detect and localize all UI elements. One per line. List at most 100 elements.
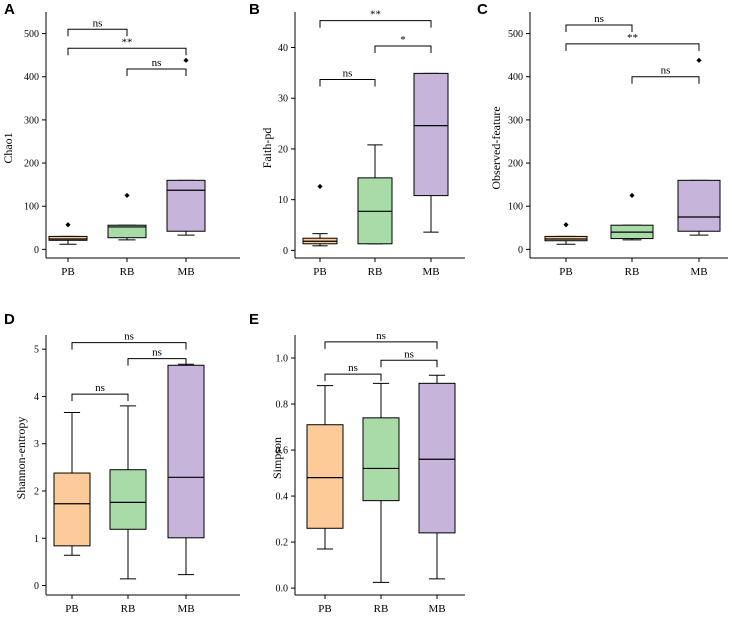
y-tick-label-c: 500 [508,29,523,40]
ylabel-d: Shannon-entropy [14,417,28,500]
x-tick-label-b-pb: PB [313,266,326,278]
sig-label-e: ns [404,348,414,360]
x-tick-label-e-pb: PB [318,603,331,615]
sig-label-d: ns [95,382,105,394]
sig-bracket-e [324,373,382,382]
y-tick-label-b: 10 [278,195,288,206]
outlier-point [696,57,702,63]
sig-bracket-e [324,341,438,349]
y-tick-label-c: 0 [518,245,523,256]
sig-bracket-b [319,78,376,87]
sig-bracket-a [67,47,187,56]
y-tick-label-c: 100 [508,202,523,213]
ylabel-a: Chao1 [1,132,15,163]
ylabel-e: Simpson [270,437,284,479]
y-tick-label-c: 200 [508,159,523,170]
x-tick-label-a-rb: RB [120,266,135,278]
sig-bracket-a [67,28,128,37]
y-tick-label-e: 0.4 [276,492,289,503]
sig-bracket-d [71,393,129,402]
sig-bracket-d [71,342,187,350]
sig-bracket-b [319,20,432,28]
y-tick-label-a: 400 [24,72,39,83]
box-b-pb [302,183,338,247]
panel-d: D Shannon-entropy [4,311,28,499]
y-tick-label-e: 1.0 [276,354,289,365]
box-b-rb [357,144,393,245]
y-tick-label-d: 0 [34,581,39,592]
box-e-pb [306,385,344,550]
y-tick-label-a: 0 [34,245,39,256]
y-tick-label-e: 0.8 [276,400,289,411]
box-c-pb [544,222,588,245]
y-tick-label-d: 5 [34,345,39,356]
y-tick-label-e: 0.2 [276,538,289,549]
outlier-point [317,183,323,190]
sig-label-e: ns [376,330,386,342]
y-tick-label-d: 4 [34,392,39,403]
box-iqr [109,469,147,530]
box-c-rb [610,192,654,241]
sig-bracket-c [565,43,700,51]
sig-bracket-d [127,358,187,366]
plot-a: 0 100 200 300 400 500 PB RB MB ns ** ns [24,12,240,278]
y-tick-label-b: 40 [278,43,288,54]
y-tick-label-c: 400 [508,72,523,83]
sig-label-b: ** [370,9,381,21]
outlier-point [124,192,130,199]
sig-label-a: ns [152,57,162,69]
ylabel-c: Observed-feature [489,106,503,189]
box-a-mb [166,57,206,236]
box-iqr [166,179,206,232]
outlier-point [65,222,71,228]
sig-bracket-c [565,24,633,32]
x-tick-label-e-mb: MB [428,603,445,615]
sig-label-a: ns [93,17,103,29]
x-tick-label-a-pb: PB [61,266,74,278]
panel-letter-c: C [477,1,488,18]
outlier-point [629,192,635,199]
y-tick-label-a: 500 [24,29,39,40]
panel-b: B Faith-pd [249,1,274,168]
y-tick-label-b: 20 [278,144,288,155]
panel-letter-a: A [4,1,15,18]
sig-bracket-a [126,68,187,76]
box-e-mb [418,374,456,580]
box-d-mb [167,363,205,576]
box-iqr [362,417,400,502]
box-a-rb [107,192,147,241]
sig-label-c: ** [627,32,638,44]
panel-letter-e: E [249,311,259,328]
x-tick-label-c-mb: MB [690,266,707,278]
box-iqr [413,72,449,197]
sig-bracket-e [380,359,438,368]
x-tick-label-d-rb: RB [121,603,136,615]
x-tick-label-e-rb: RB [374,603,389,615]
y-tick-label-a: 200 [24,159,39,170]
y-tick-label-e: 0.6 [276,446,289,457]
plot-e: 0.0 0.2 0.4 0.6 0.8 1.0 PB RB MB ns ns ns [276,330,465,615]
sig-label-b: * [400,34,406,46]
box-iqr [107,224,147,239]
box-iqr [306,424,344,529]
panel-letter-d: D [4,311,15,328]
panel-letter-b: B [249,1,260,18]
box-iqr [677,179,721,232]
x-tick-label-c-rb: RB [625,266,640,278]
y-tick-label-b: 0 [283,246,288,257]
y-tick-label-a: 300 [24,115,39,126]
box-a-pb [48,222,88,245]
x-tick-label-c-pb: PB [559,266,572,278]
sig-label-c: ns [661,65,671,77]
sig-bracket-c [631,76,700,84]
sig-label-c: ns [594,13,604,25]
panel-e: E Simpson [249,311,284,479]
plot-d: 0 1 2 3 4 5 PB RB MB ns ns ns [34,331,240,615]
box-iqr [167,364,205,539]
x-tick-label-d-mb: MB [177,603,194,615]
x-tick-label-a-mb: MB [177,266,194,278]
x-tick-label-d-pb: PB [65,603,78,615]
plot-c: 0 100 200 300 400 500 PB RB MB ns ** ns [508,12,728,278]
